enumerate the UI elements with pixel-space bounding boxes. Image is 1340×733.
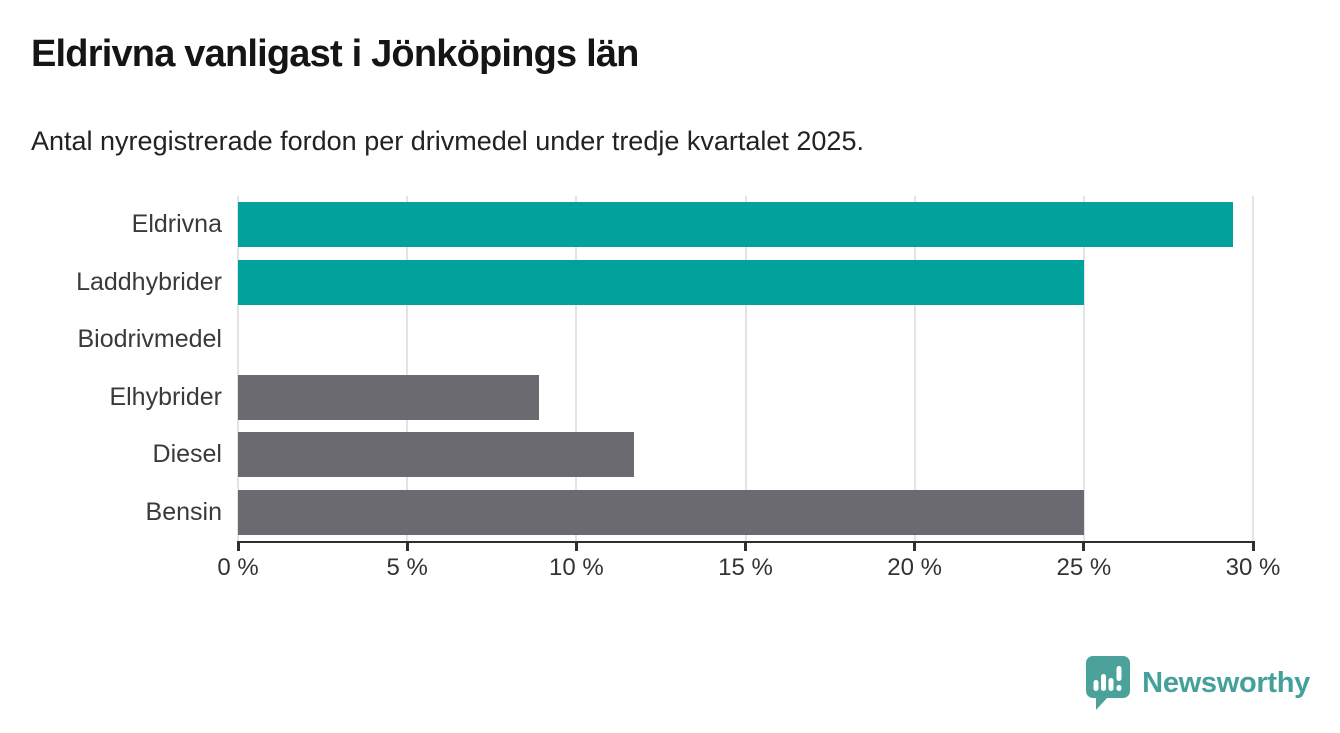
x-axis-tick: [236, 541, 240, 551]
gridline: [913, 196, 916, 541]
category-axis: Eldrivna Laddhybrider Biodrivmedel Elhybrid…: [0, 196, 222, 541]
gridline: [744, 196, 747, 541]
brand-logo: Newsworthy: [1085, 655, 1310, 712]
gridline: [1082, 196, 1085, 541]
x-axis-tick: [574, 541, 578, 551]
category-label: Bensin: [145, 497, 222, 526]
bar-laddhybrider: [238, 259, 1084, 305]
plot-area: 0 % 5 % 10 % 15 % 20 % 25 % 30 %: [217, 196, 1280, 581]
chart-subtitle: Antal nyregistrerade fordon per drivmede…: [31, 126, 864, 156]
x-axis-tick-label: 20 %: [887, 554, 943, 581]
x-axis-tick: [405, 541, 409, 551]
bar-elhybrider: [238, 374, 540, 420]
gridline: [237, 196, 239, 541]
x-axis-tick-label: 0 %: [217, 554, 259, 581]
x-axis-tick-label: 5 %: [386, 554, 428, 581]
category-label: Elhybrider: [109, 382, 222, 411]
gridline: [406, 196, 409, 541]
newsworthy-logo-icon: [1086, 656, 1131, 710]
gridline: [1252, 196, 1254, 541]
category-label: Diesel: [152, 440, 222, 469]
x-axis-tick: [1082, 541, 1086, 551]
category-label: Biodrivmedel: [77, 325, 222, 354]
category-label: Laddhybrider: [76, 267, 222, 296]
x-axis-tick-label: 15 %: [718, 554, 773, 581]
x-axis-tick-label: 10 %: [548, 554, 604, 581]
bar-diesel: [238, 432, 634, 478]
bar-bensin: [238, 489, 1084, 535]
x-axis-tick: [1251, 541, 1255, 551]
chart-title: Eldrivna vanligast i Jönköpings län: [31, 33, 639, 75]
x-axis-tick-label: 25 %: [1056, 554, 1112, 581]
category-label: Eldrivna: [131, 210, 222, 239]
x-axis-tick-label: 30 %: [1225, 554, 1281, 581]
gridline: [575, 196, 578, 541]
x-axis-tick: [744, 541, 747, 551]
bar-eldrivna: [238, 202, 1233, 248]
brand-name: Newsworthy: [1142, 667, 1310, 699]
x-axis-tick: [913, 541, 917, 551]
